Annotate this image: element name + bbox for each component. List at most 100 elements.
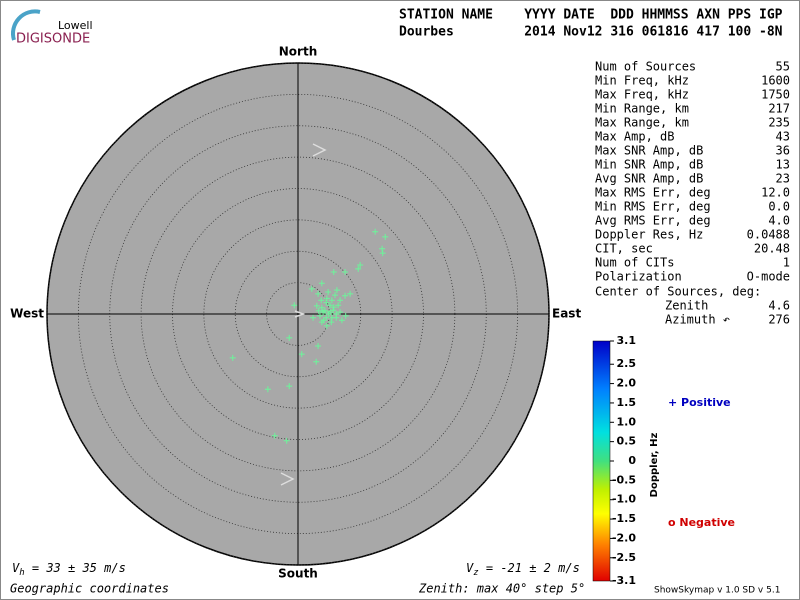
south-label: South [278,567,318,581]
stat-value: 235 [768,116,790,130]
colorbar-label: Doppler, Hz [649,433,660,498]
center-value: 276 [768,313,790,327]
source-point [330,268,337,275]
source-point [328,319,335,326]
source-point [320,317,327,324]
stat-value: O-mode [747,270,790,284]
colorbar-tick-label: 1.5 [617,396,637,409]
stat-label: Max Freq, kHz [595,88,689,102]
stat-label: Max Range, km [595,116,689,130]
source-point [229,354,236,361]
source-point [338,317,345,324]
center-value: 4.6 [768,299,790,313]
stat-label: Max SNR Amp, dB [595,144,703,158]
source-point [291,302,298,309]
source-point [333,314,340,321]
source-point [342,312,349,319]
source-point [315,290,322,297]
source-point [382,233,389,240]
north-label: North [279,45,317,59]
source-point [379,250,386,257]
west-label: West [10,307,44,321]
source-point [342,268,349,275]
source-point [332,292,339,299]
vz-label: Vz = -21 ± 2 m/s [466,561,580,578]
vz-text: = -21 ± 2 m/s [479,561,580,575]
stat-value: 1 [783,256,790,270]
colorbar-tick-label: 0 [628,454,636,467]
source-point [308,285,315,292]
source-point [310,314,317,321]
source-point [337,309,344,316]
stat-value: 13 [776,158,790,172]
colorbar [592,340,611,582]
stat-label: CIT, sec [595,242,653,256]
stat-value: 20.48 [754,242,790,256]
source-point [286,383,293,390]
stat-value: 0.0 [768,200,790,214]
center-label: Azimuth ↶ [665,313,730,327]
stat-label: Num of CITs [595,256,674,270]
logo-swoosh [11,9,41,41]
source-point [323,295,330,302]
colorbar-tick-label: 2.5 [617,357,637,370]
source-point [313,358,320,365]
stat-label: Min RMS Err, deg [595,200,711,214]
colorbar-tick-label: -0.5 [612,473,636,486]
source-point [372,228,379,235]
colorbar-tick-label: 2.0 [617,377,637,390]
legend-positive: + Positive [668,396,731,409]
source-point [315,307,322,314]
stat-value: 1750 [761,88,790,102]
source-point [283,437,290,444]
source-point [342,292,349,299]
stat-label: Polarization [595,270,682,284]
source-point [379,245,386,252]
center-title: Center of Sources, deg: [595,285,761,299]
source-point [325,311,332,317]
logo-bottom: DIGISONDE [16,32,90,47]
source-point [323,299,330,306]
source-point [313,302,320,309]
source-point [298,351,305,358]
source-point [320,309,327,316]
stat-value: 4.0 [768,214,790,228]
colorbar-tick-label: 1.0 [617,415,637,428]
source-point [316,312,323,319]
source-point [286,334,293,341]
colorbar-tick-label: -2.0 [612,531,636,544]
east-label: East [552,307,581,321]
stat-label: Max Amp, dB [595,130,674,144]
stat-label: Min Range, km [595,102,689,116]
stat-label: Min Freq, kHz [595,74,689,88]
vh-label: Vh = 33 ± 35 m/s [12,561,126,578]
version-label: ShowSkymap v 1.0 SD v 5.1 [654,586,780,596]
source-point [330,304,337,311]
vh-sub: h [19,568,24,578]
source-point [318,304,325,311]
source-point [271,432,278,439]
source-point [323,322,330,329]
stat-value: 0.0488 [747,228,790,242]
source-point [355,265,362,272]
coords-label: Geographic coordinates [10,582,169,596]
vz-sub: z [473,568,478,578]
source-point [315,343,322,350]
center-label: Zenith [665,299,708,313]
source-point [323,314,330,321]
colorbar-tick-label: -1.5 [612,512,636,525]
vh-sym: V [12,561,20,575]
colorbar-tick-label: -3.1 [612,574,636,587]
stat-label: Num of Sources [595,60,696,74]
stat-value: 23 [776,172,790,186]
source-point [335,302,342,309]
stat-label: Avg SNR Amp, dB [595,172,703,186]
stat-value: 43 [776,130,790,144]
direction-marker [280,143,327,486]
source-point [327,302,334,309]
stat-value: 36 [776,144,790,158]
stat-value: 55 [776,60,790,74]
header-labels: STATION NAME YYYY DATE DDD HHMMSS AXN PP… [399,8,783,23]
